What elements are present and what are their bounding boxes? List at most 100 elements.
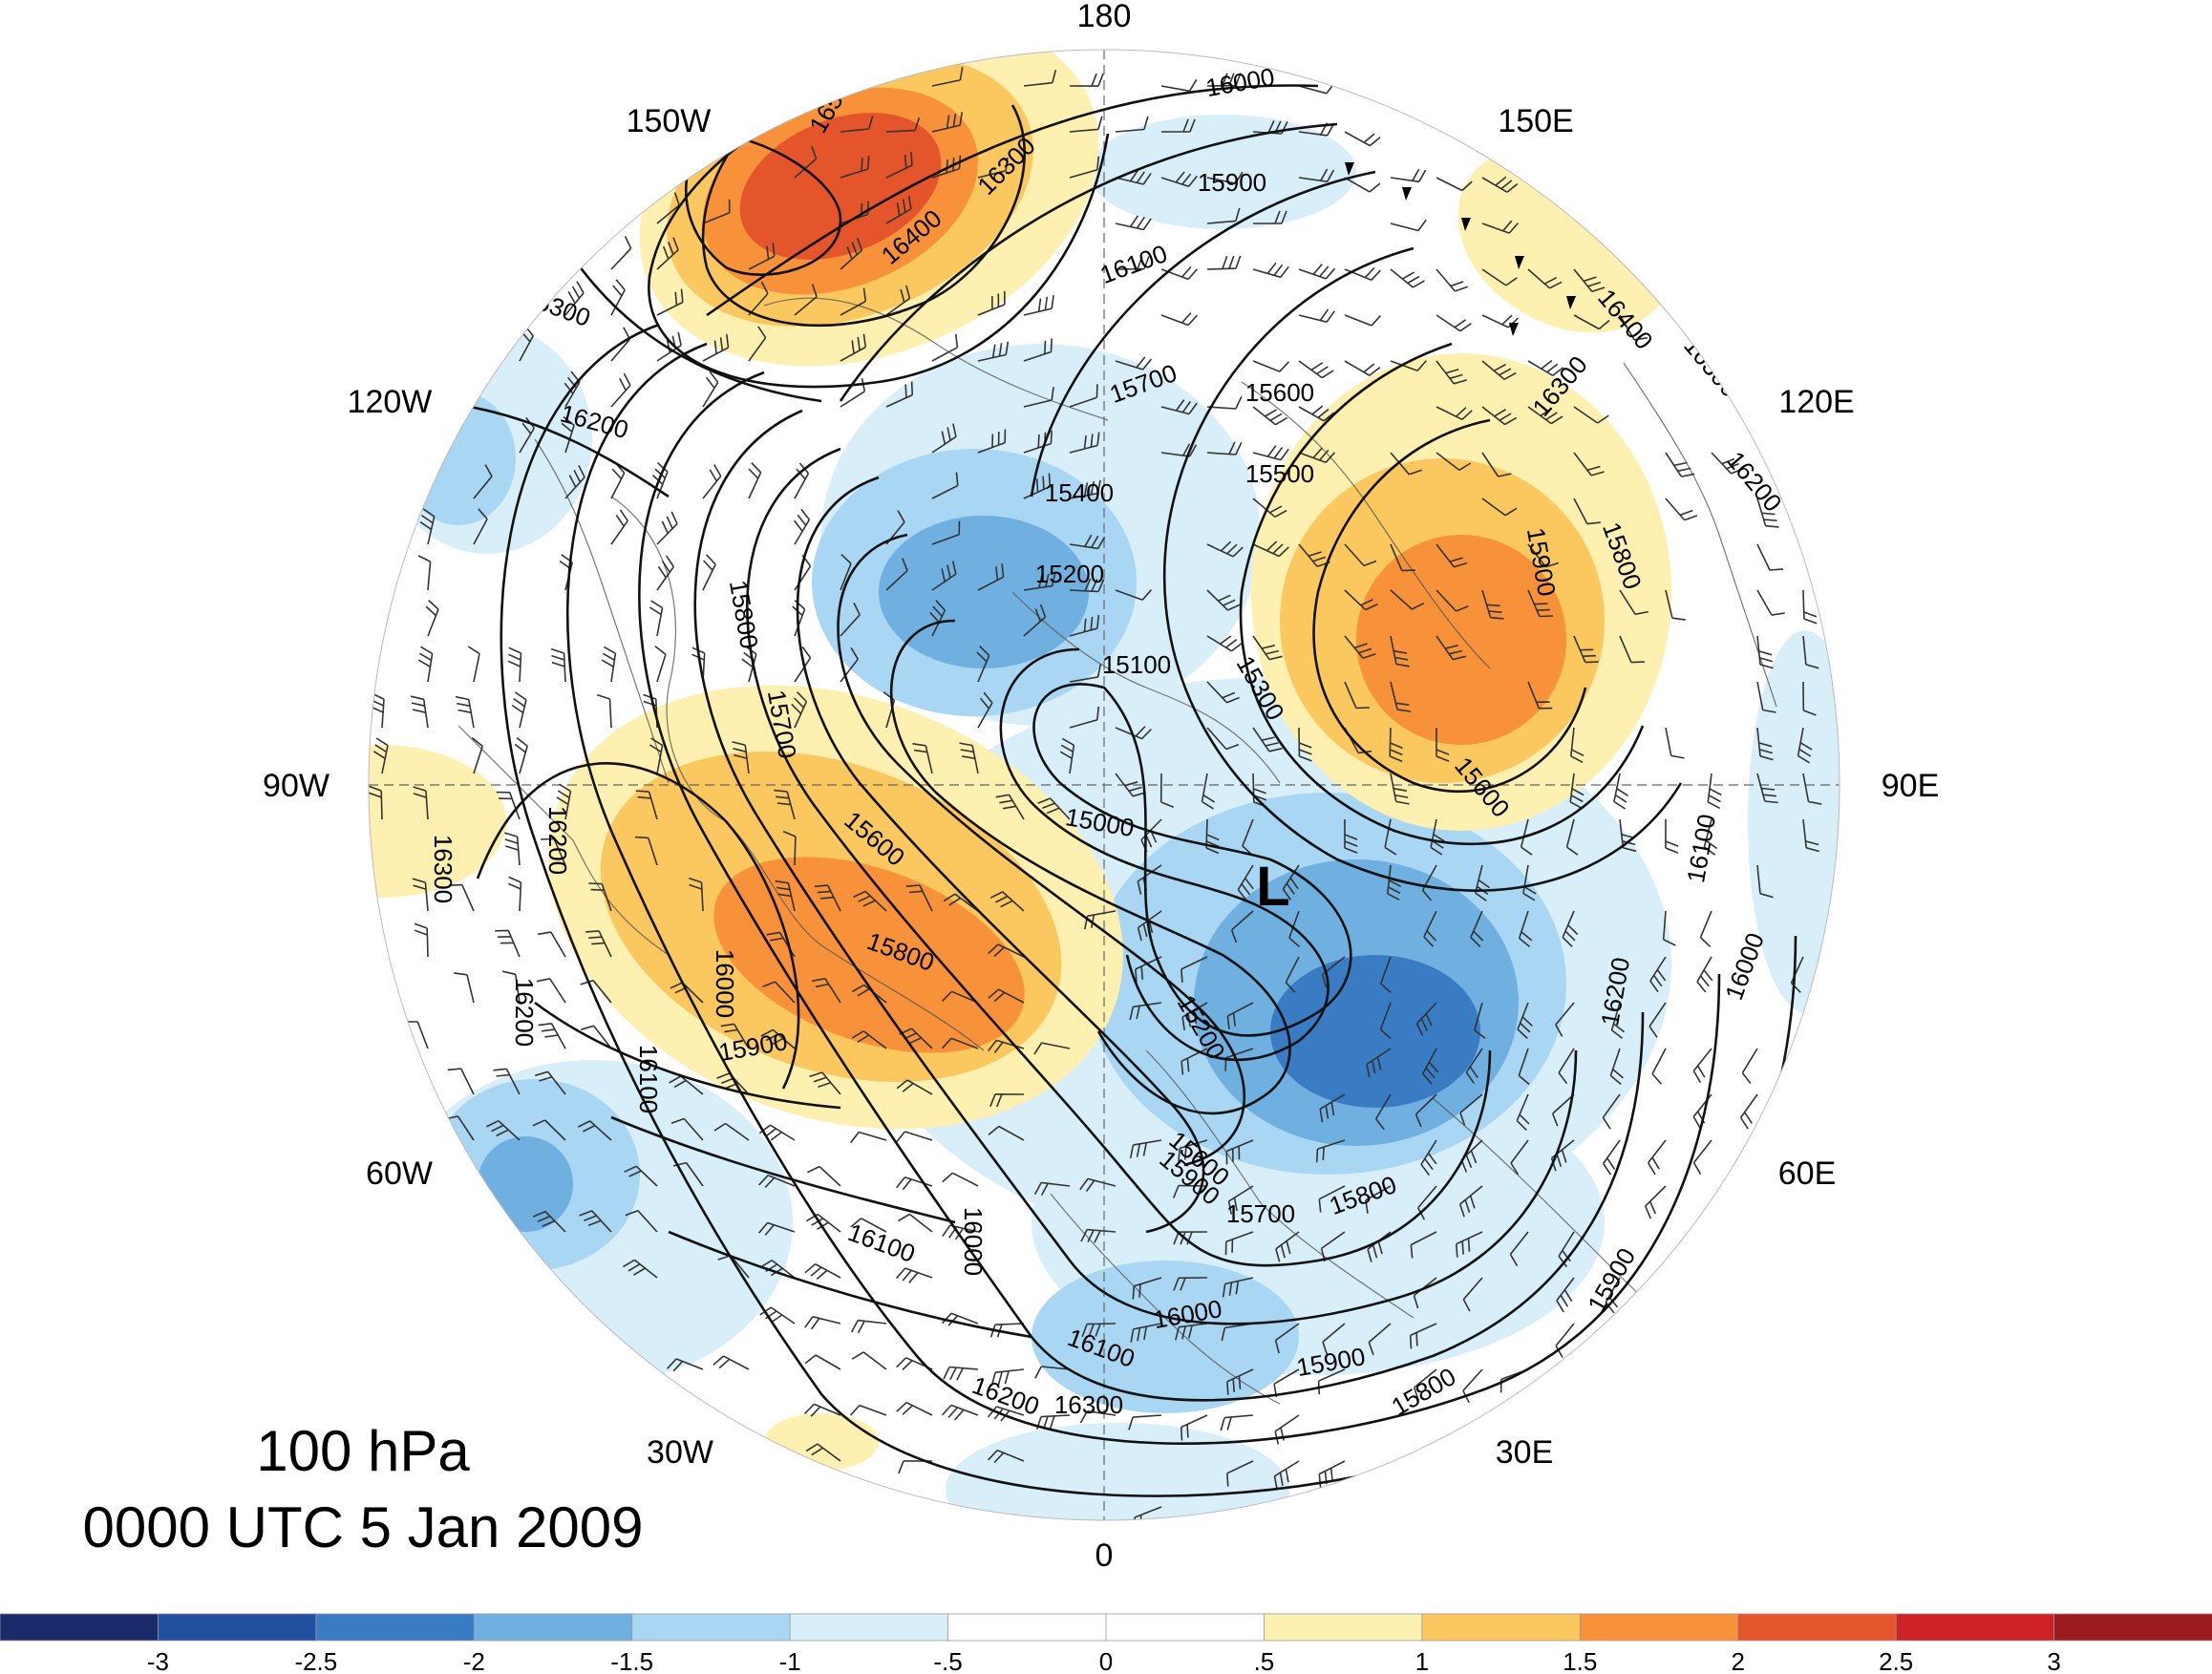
wind-barb [538, 1023, 566, 1049]
wind-barb [905, 884, 933, 912]
wind-barb [1573, 268, 1606, 293]
wind-barb [1390, 452, 1422, 476]
wind-barb [447, 1068, 475, 1095]
wind-barb [1180, 1048, 1208, 1075]
wind-barb [410, 695, 429, 729]
wind-barb [1159, 773, 1174, 808]
wind-barb [1610, 1002, 1626, 1039]
contour-label: 15100 [1102, 650, 1171, 679]
wind-barb [417, 555, 432, 591]
wind-barb [809, 1071, 841, 1095]
wind-barb [1318, 1460, 1346, 1488]
wind-barb [1481, 220, 1520, 234]
contour-label: 15700 [1226, 1199, 1295, 1228]
wind-barb [1160, 399, 1198, 415]
contour-label: 15900 [1198, 168, 1266, 197]
wind-barb [425, 600, 439, 637]
wind-barb [840, 602, 861, 637]
wind-barb [804, 1262, 841, 1281]
wind-barb [1160, 443, 1198, 457]
wind-barb [1558, 1231, 1575, 1268]
wind-barb [976, 646, 990, 683]
wind-barb [977, 563, 1005, 591]
wind-barb [851, 1351, 887, 1370]
wind-barb [1481, 268, 1518, 286]
height-contour [1030, 170, 1376, 498]
wind-barb [1797, 727, 1813, 764]
wind-barb [758, 1124, 796, 1141]
wind-barb [1756, 589, 1785, 616]
wind-barb [987, 1406, 1025, 1422]
lon-label-150w: 150W [627, 103, 712, 139]
wind-barb [1420, 1139, 1437, 1176]
anomaly-cool-region [1089, 115, 1356, 229]
wind-barb [1023, 604, 1047, 637]
wind-barb [1509, 1231, 1529, 1267]
wind-barb [1023, 473, 1052, 499]
wind-barb [1206, 540, 1244, 558]
wind-barb [1282, 864, 1300, 901]
wind-barb [1802, 773, 1822, 805]
wind-barb [1252, 360, 1289, 372]
wind-barb [807, 1165, 841, 1187]
wind-barb [804, 1316, 841, 1330]
wind-barb [1366, 1048, 1392, 1078]
wind-barb [702, 371, 719, 408]
colorbar-swatch [1579, 1613, 1739, 1642]
wind-barb [412, 878, 429, 912]
wind-barb [989, 891, 1025, 912]
colorbar [0, 1613, 2212, 1642]
wind-barb [1422, 1048, 1439, 1085]
wind-barb [988, 1039, 1025, 1053]
wind-barb [580, 979, 612, 1004]
height-contour [889, 619, 1291, 1115]
wind-barb [1115, 169, 1152, 185]
wind-barb [850, 1218, 887, 1233]
wind-barb [1205, 818, 1220, 855]
wind-barb [670, 1117, 704, 1141]
wind-barb [1069, 432, 1100, 454]
wind-barb [1226, 1368, 1254, 1395]
wind-barb [656, 331, 682, 362]
wind-barb [1518, 910, 1533, 948]
wind-barb [1619, 314, 1648, 341]
wind-barb [1344, 360, 1381, 376]
wind-barb [514, 737, 528, 774]
wind-barb [1570, 727, 1585, 764]
wind-barb [1033, 1042, 1071, 1055]
wind-barb [1665, 727, 1685, 759]
lon-label-60e: 60E [1778, 1155, 1837, 1192]
wind-barb [1252, 773, 1267, 808]
wind-barb [1619, 635, 1645, 664]
wind-barb [1741, 1048, 1758, 1085]
wind-barb [556, 783, 572, 820]
wind-barb [1739, 1093, 1758, 1130]
wind-barb [503, 832, 521, 866]
wind-barb [1206, 255, 1242, 270]
wind-barb [1252, 727, 1283, 752]
wind-barb [775, 879, 796, 912]
wind-barb [610, 372, 631, 408]
colorbar-tick-label: -2.5 [294, 1647, 337, 1674]
wind-barb [762, 981, 796, 1004]
wind-barb [896, 1401, 933, 1416]
height-contour [746, 447, 1492, 1267]
wind-barb [885, 195, 912, 224]
wind-barb [720, 1023, 750, 1049]
wind-barb [702, 554, 716, 591]
wind-barb [1115, 773, 1146, 797]
wind-barb [1160, 78, 1198, 93]
colorbar-tick-label: -1.5 [610, 1647, 653, 1674]
wind-barb [1206, 635, 1244, 652]
wind-barb [1298, 447, 1336, 464]
wind-barb [1298, 543, 1330, 567]
colorbar-swatch [0, 1613, 160, 1642]
wind-barb [1178, 1139, 1208, 1162]
wind-barb [1069, 615, 1100, 637]
colorbar-tick-label: -3 [147, 1647, 169, 1674]
wind-barb [791, 691, 808, 729]
wind-barb [943, 1366, 979, 1381]
wind-barb [840, 116, 874, 133]
wind-barb [1322, 1323, 1346, 1355]
wind-barb [1222, 1277, 1254, 1298]
